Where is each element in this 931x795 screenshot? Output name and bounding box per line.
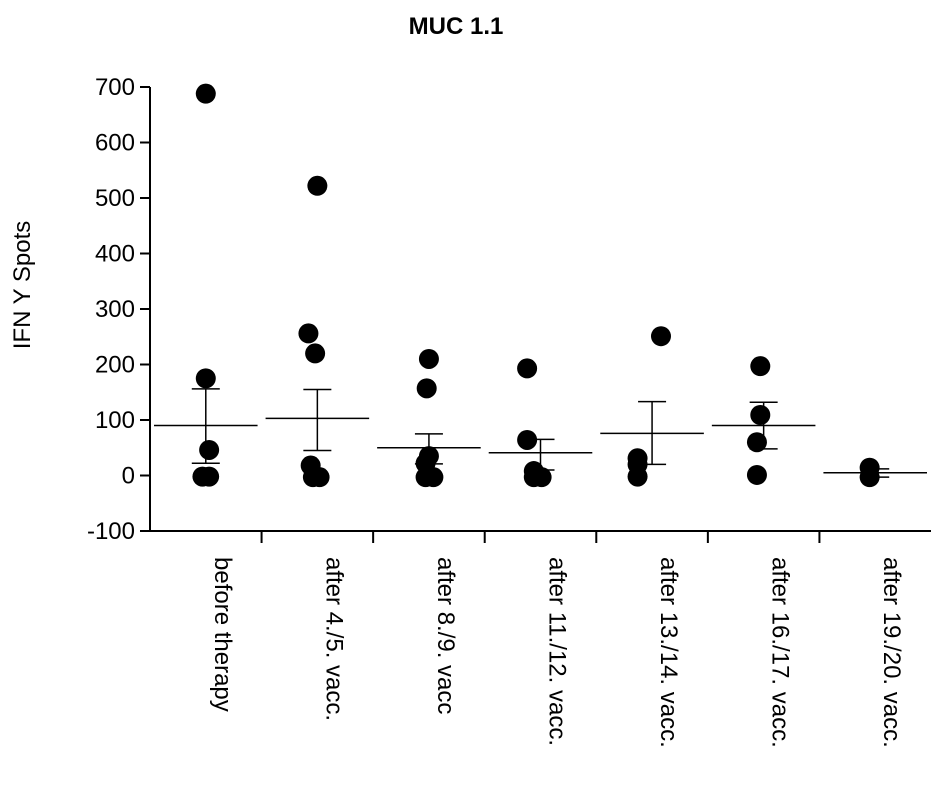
y-axis-title: IFN Y Spots xyxy=(9,221,36,350)
x-category-label: before therapy xyxy=(209,557,236,712)
data-group xyxy=(377,348,481,488)
chart-title: MUC 1.1 xyxy=(409,13,504,40)
data-point xyxy=(195,83,216,104)
data-point xyxy=(199,439,220,460)
data-group xyxy=(823,457,927,488)
data-point xyxy=(517,358,538,379)
data-point xyxy=(423,467,444,488)
data-group xyxy=(711,356,816,485)
data-group xyxy=(600,326,704,487)
y-tick-label: -100 xyxy=(87,518,135,545)
x-category-label: after 8./9. vacc xyxy=(432,557,459,714)
x-category-label: after 19./20. vacc. xyxy=(878,557,905,748)
y-tick-label: 100 xyxy=(95,407,135,434)
data-point xyxy=(199,466,220,487)
x-category-label: after 16./17. vacc. xyxy=(767,557,794,748)
plot-area xyxy=(154,83,927,488)
x-category-label: after 13./14. vacc. xyxy=(655,557,682,748)
data-point xyxy=(307,175,328,196)
data-point xyxy=(746,464,767,485)
data-point xyxy=(517,429,538,450)
y-tick-label: 500 xyxy=(95,185,135,212)
data-point xyxy=(650,326,671,347)
data-point xyxy=(298,323,319,344)
data-group xyxy=(265,175,370,488)
data-group xyxy=(488,358,593,488)
x-category-label: after 11./12. vacc. xyxy=(544,557,571,746)
data-point xyxy=(746,432,767,453)
data-point xyxy=(195,368,216,389)
y-tick-label: 200 xyxy=(95,352,135,379)
data-group xyxy=(154,83,258,487)
data-point xyxy=(418,348,439,369)
data-point xyxy=(750,405,771,426)
y-tick-label: 700 xyxy=(95,74,135,101)
data-point xyxy=(531,467,552,488)
data-point xyxy=(309,467,330,488)
y-tick-label: 400 xyxy=(95,241,135,268)
y-tick-label: 0 xyxy=(122,463,135,490)
data-point xyxy=(627,466,648,487)
data-point xyxy=(305,343,326,364)
y-tick-label: 600 xyxy=(95,130,135,157)
y-tick-label: 300 xyxy=(95,296,135,323)
y-axis: -100 0 100 200 300 400 500 600 700 xyxy=(87,74,151,545)
data-point xyxy=(416,378,437,399)
data-point xyxy=(750,356,771,377)
x-axis: before therapy after 4./5. vacc. after 8./… xyxy=(150,530,931,748)
x-category-label: after 4./5. vacc. xyxy=(320,557,347,721)
data-point xyxy=(859,467,880,488)
